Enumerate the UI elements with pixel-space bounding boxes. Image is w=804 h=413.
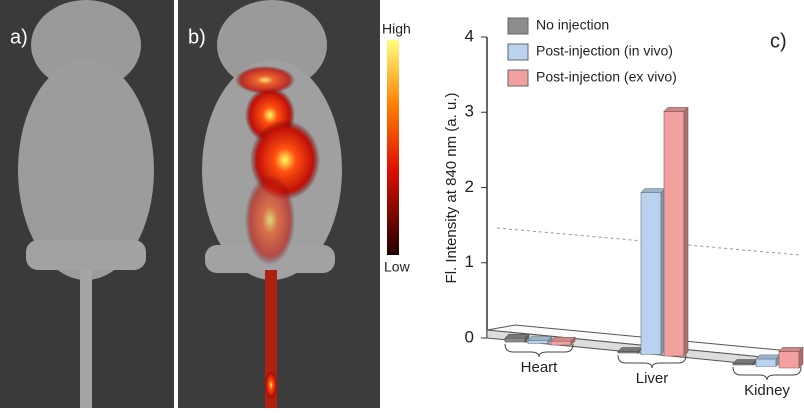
legend-label: Post-injection (ex vivo) (536, 69, 677, 85)
bar (550, 336, 576, 346)
colorbar-high: High (382, 21, 411, 37)
legend-label: Post-injection (in vivo) (536, 43, 673, 59)
y-tick-label: 4 (465, 26, 474, 45)
brace (732, 366, 802, 381)
legend-swatch (507, 17, 529, 35)
panel-a-image (0, 0, 174, 408)
y-tick-label: 3 (465, 102, 474, 121)
bar (778, 346, 804, 369)
panel-label: a) (10, 26, 28, 48)
x-tick-label: Heart (521, 359, 559, 376)
panel-b-image (178, 0, 380, 408)
x-tick-label: Kidney (744, 382, 790, 399)
bar (617, 346, 643, 354)
colorbar (387, 40, 399, 255)
bar (527, 335, 553, 345)
colorbar-low: Low (384, 259, 411, 275)
y-tick-label: 0 (465, 327, 474, 346)
brace (504, 343, 574, 358)
legend-swatch (507, 69, 529, 87)
y-tick-label: 2 (465, 177, 474, 196)
brace (617, 354, 687, 369)
bar (504, 333, 530, 343)
legend-label: No injection (536, 17, 609, 33)
y-axis-label: Fl. Intensity at 840 nm (a. u.) (443, 93, 460, 284)
panel-label: b) (188, 26, 206, 48)
bar (663, 106, 689, 357)
x-tick-label: Liver (636, 370, 669, 387)
y-tick-label: 1 (465, 252, 474, 271)
legend-swatch (507, 43, 529, 61)
panel-label: c) (770, 30, 787, 52)
bar (640, 187, 666, 356)
bar (755, 354, 781, 368)
bar (732, 358, 758, 366)
